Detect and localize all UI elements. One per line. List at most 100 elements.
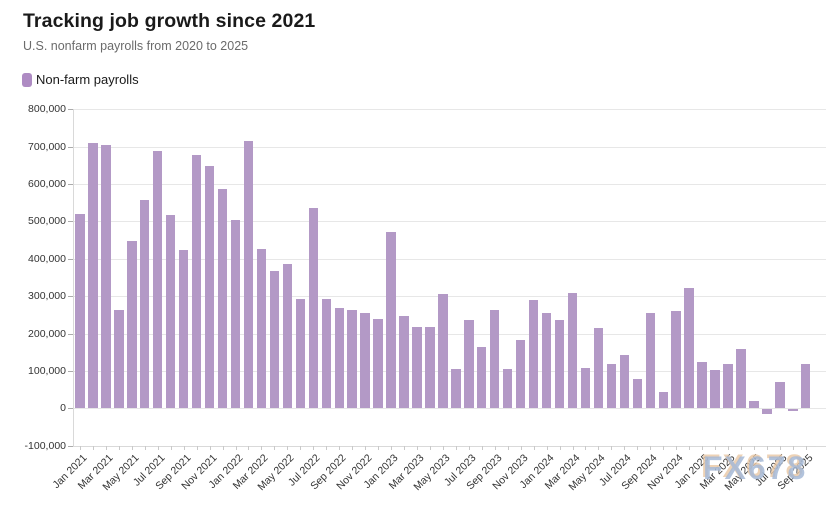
x-axis-tick — [144, 445, 146, 450]
x-axis-tick — [740, 445, 742, 450]
bar — [503, 369, 513, 409]
bar — [775, 381, 785, 409]
bar — [295, 298, 306, 409]
x-axis-tick — [222, 445, 224, 450]
bar — [593, 327, 604, 409]
y-axis-line — [73, 109, 74, 446]
x-axis-tick — [326, 445, 328, 450]
gridline — [73, 408, 826, 410]
bar — [101, 145, 111, 409]
bar — [464, 320, 474, 409]
x-axis-tick — [805, 445, 807, 450]
y-axis-tick — [68, 408, 73, 410]
x-axis-tick — [481, 445, 483, 450]
x-axis-tick — [157, 445, 159, 450]
x-axis-tick — [637, 445, 639, 450]
chart-legend: Non-farm payrolls — [22, 72, 139, 87]
y-axis-tick-label: 500,000 — [28, 215, 66, 228]
y-axis-tick — [68, 296, 73, 298]
x-axis-tick — [80, 445, 81, 450]
x-axis-tick — [753, 445, 755, 450]
gridline — [73, 333, 826, 335]
x-axis-tick — [559, 445, 561, 450]
x-axis-tick — [715, 445, 717, 450]
bar — [347, 310, 357, 409]
x-axis-tick — [391, 445, 393, 450]
y-axis-tick-label: 700,000 — [28, 140, 66, 153]
y-axis-tick — [68, 184, 73, 186]
y-axis-tick — [68, 146, 73, 148]
x-axis-tick — [429, 445, 431, 450]
x-axis-tick — [689, 445, 691, 450]
x-axis-tick — [313, 445, 315, 450]
x-axis-tick — [779, 445, 781, 450]
y-axis-tick — [68, 371, 73, 373]
y-axis-tick — [68, 258, 73, 260]
bar — [619, 354, 630, 409]
chart-subtitle: U.S. nonfarm payrolls from 2020 to 2025 — [23, 39, 249, 53]
x-axis-tick — [676, 445, 678, 450]
x-axis-tick — [378, 445, 380, 450]
x-axis-tick — [170, 445, 172, 450]
bar — [166, 215, 176, 409]
y-axis-tick-label: 800,000 — [28, 103, 66, 116]
bar — [256, 249, 267, 409]
y-axis-tick-label: 400,000 — [28, 252, 66, 265]
x-axis-tick — [235, 445, 237, 450]
y-axis-tick-label: 300,000 — [28, 290, 66, 303]
bar — [645, 313, 655, 409]
y-axis-tick-label: 200,000 — [28, 327, 66, 340]
y-axis-tick — [68, 109, 73, 111]
bar — [762, 409, 772, 415]
x-axis-tick — [468, 445, 470, 450]
x-axis-tick — [494, 445, 496, 450]
bar — [204, 166, 215, 409]
bar — [490, 310, 500, 409]
bar — [386, 231, 396, 409]
x-axis-tick — [702, 445, 704, 450]
x-axis-tick — [792, 445, 794, 450]
bar — [658, 392, 668, 409]
chart-title: Tracking job growth since 2021 — [23, 10, 316, 32]
gridline — [73, 109, 826, 111]
bar — [399, 315, 409, 409]
x-axis-line — [73, 445, 826, 447]
bar — [671, 310, 681, 409]
bar — [528, 299, 539, 409]
x-axis-tick — [339, 445, 341, 450]
x-axis-tick — [183, 445, 185, 450]
bar — [127, 241, 137, 409]
y-axis-tick — [68, 445, 73, 447]
bar — [801, 363, 811, 409]
bar — [178, 249, 189, 409]
x-axis-tick — [92, 445, 94, 450]
legend-label: Non-farm payrolls — [36, 72, 139, 87]
bar — [230, 219, 241, 409]
x-axis-tick — [404, 445, 406, 450]
bar — [269, 270, 280, 409]
bar — [541, 312, 552, 409]
x-axis-tick — [650, 445, 652, 450]
gridline — [73, 184, 826, 186]
x-axis-tick — [365, 445, 367, 450]
bar — [75, 213, 85, 409]
bar — [554, 320, 565, 409]
x-axis-tick — [261, 445, 263, 450]
x-axis-tick — [416, 445, 418, 450]
gridline — [73, 371, 826, 373]
y-axis-tick-label: 0 — [60, 402, 66, 415]
bar — [191, 155, 202, 409]
x-axis-tick — [520, 445, 522, 450]
x-axis-tick — [624, 445, 626, 450]
bar — [723, 363, 733, 409]
y-axis-tick — [68, 221, 73, 223]
bar — [412, 327, 422, 409]
gridline — [73, 296, 826, 298]
x-axis-tick — [196, 445, 198, 450]
x-axis-tick — [442, 445, 444, 450]
x-axis-tick — [611, 445, 613, 450]
bar — [567, 292, 578, 409]
x-axis-tick — [209, 445, 211, 450]
